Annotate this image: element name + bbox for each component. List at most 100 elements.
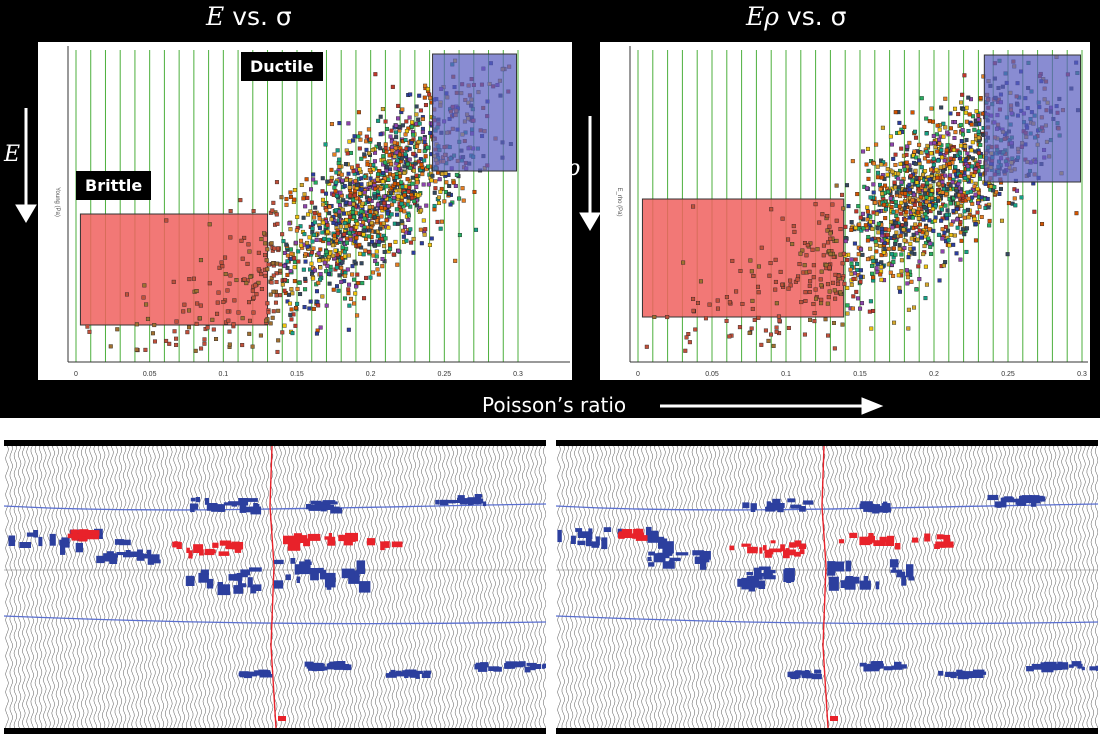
brittle-anomaly bbox=[637, 533, 644, 538]
data-point bbox=[856, 296, 861, 301]
data-point bbox=[167, 341, 172, 346]
ductile-anomaly bbox=[61, 537, 70, 548]
data-point bbox=[897, 243, 902, 248]
ductile-anomaly bbox=[331, 506, 340, 511]
data-point bbox=[376, 142, 381, 147]
data-point bbox=[378, 226, 383, 231]
data-point bbox=[264, 258, 269, 263]
brittle-anomaly bbox=[940, 541, 954, 548]
data-point bbox=[979, 214, 984, 219]
data-point bbox=[338, 190, 343, 195]
data-point bbox=[973, 122, 978, 127]
ductile-anomaly bbox=[238, 498, 249, 506]
data-point bbox=[375, 234, 380, 239]
data-point bbox=[350, 206, 355, 211]
trace bbox=[1040, 446, 1044, 728]
data-point bbox=[199, 346, 204, 351]
trace bbox=[696, 446, 700, 728]
data-point bbox=[871, 161, 876, 166]
ductile-anomaly bbox=[872, 661, 881, 666]
ductile-anomaly bbox=[8, 535, 16, 546]
trace bbox=[215, 446, 219, 728]
data-point bbox=[883, 162, 888, 167]
data-point bbox=[370, 148, 375, 153]
data-point bbox=[924, 199, 929, 204]
trace bbox=[307, 446, 312, 728]
data-point bbox=[347, 185, 352, 190]
data-point bbox=[939, 105, 944, 110]
data-point bbox=[318, 247, 323, 252]
data-point bbox=[374, 254, 379, 259]
data-point bbox=[372, 194, 377, 199]
ductile-anomaly bbox=[863, 576, 869, 588]
data-point bbox=[197, 316, 202, 321]
data-point bbox=[256, 280, 261, 285]
data-point bbox=[432, 190, 437, 195]
trace bbox=[286, 446, 290, 728]
right-plot-title: Eρ vs. σ bbox=[746, 2, 847, 31]
trace bbox=[591, 446, 595, 728]
data-point bbox=[977, 204, 982, 209]
ductile-anomaly bbox=[1057, 661, 1063, 666]
data-point bbox=[258, 333, 263, 338]
data-point bbox=[691, 204, 696, 209]
ductile-label: Ductile bbox=[241, 52, 323, 81]
data-point bbox=[703, 316, 708, 321]
data-point bbox=[898, 161, 903, 166]
data-point bbox=[915, 237, 920, 242]
data-point bbox=[382, 249, 387, 254]
data-point bbox=[284, 242, 289, 247]
ductile-anomaly bbox=[1026, 666, 1034, 672]
ductile-anomaly bbox=[324, 572, 336, 588]
trace bbox=[131, 446, 135, 728]
data-point bbox=[329, 167, 334, 172]
data-point bbox=[892, 320, 897, 325]
data-point bbox=[998, 186, 1003, 191]
data-point bbox=[913, 222, 918, 227]
ductile-anomaly bbox=[228, 574, 242, 581]
data-point bbox=[215, 311, 220, 316]
ductile-anomaly bbox=[570, 535, 576, 544]
seismic-traces bbox=[557, 446, 1098, 728]
data-point bbox=[999, 218, 1004, 223]
trace bbox=[733, 446, 737, 728]
data-point bbox=[325, 223, 330, 228]
ductile-anomaly bbox=[938, 670, 944, 676]
ductile-anomaly bbox=[253, 502, 258, 510]
data-point bbox=[792, 229, 797, 234]
trace bbox=[683, 446, 687, 728]
trace bbox=[517, 446, 522, 728]
data-point bbox=[868, 214, 873, 219]
ductile-anomaly bbox=[972, 669, 985, 673]
data-point bbox=[406, 213, 411, 218]
data-point bbox=[777, 318, 782, 323]
data-point bbox=[976, 117, 981, 122]
data-point bbox=[413, 161, 418, 166]
data-point bbox=[925, 153, 930, 158]
ductile-anomaly bbox=[787, 498, 796, 503]
trace bbox=[139, 446, 144, 728]
ductile-anomaly bbox=[772, 498, 781, 505]
trace bbox=[557, 446, 561, 728]
data-points bbox=[85, 58, 513, 354]
data-point bbox=[834, 183, 839, 188]
data-point bbox=[395, 158, 400, 163]
data-point bbox=[850, 159, 855, 164]
data-point bbox=[355, 163, 360, 168]
data-point bbox=[358, 137, 363, 142]
data-point bbox=[242, 277, 247, 282]
data-point bbox=[892, 234, 897, 239]
data-point bbox=[383, 142, 388, 147]
data-point bbox=[367, 242, 372, 247]
trace bbox=[784, 446, 788, 728]
data-point bbox=[275, 349, 280, 354]
trace bbox=[269, 446, 274, 728]
data-point bbox=[879, 253, 884, 258]
trace bbox=[1086, 446, 1090, 728]
data-point bbox=[910, 178, 915, 183]
data-point bbox=[301, 215, 306, 220]
trace bbox=[404, 446, 408, 728]
data-point bbox=[978, 142, 983, 147]
data-point bbox=[790, 242, 795, 247]
trace bbox=[295, 446, 299, 728]
